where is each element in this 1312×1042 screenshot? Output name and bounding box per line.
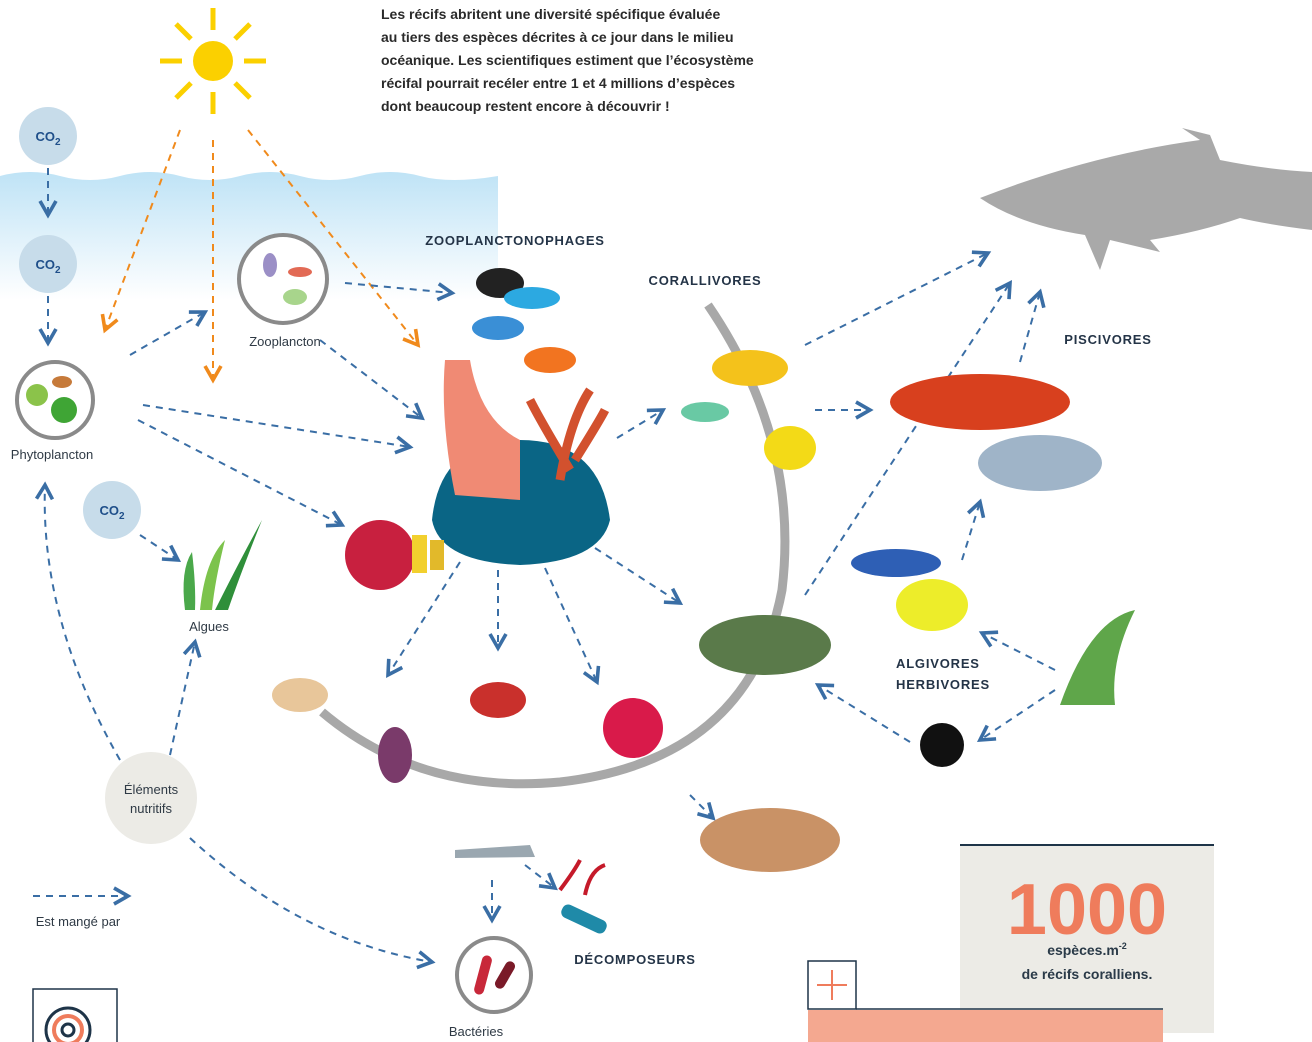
shark [980,128,1312,270]
zooplankton [239,235,327,323]
group-label: PISCIVORES [1064,332,1151,347]
stat-unit: espèces.m-2 [1047,941,1127,958]
co2-bubbles: CO2 CO2 CO2 [19,107,141,539]
bacteria-label: Bactéries [449,1024,504,1039]
group-label: HERBIVORES [896,677,990,692]
algae-label: Algues [189,619,229,634]
coral-reef [345,360,610,590]
target-icon [33,989,117,1042]
co2-base: CO [35,129,55,144]
intro-line: océanique. Les scientifiques estiment qu… [381,52,754,68]
pink-band [808,1010,1163,1042]
co2-base: CO [99,503,119,518]
nutrients-circle [105,752,197,844]
stat-caption: de récifs coralliens. [1022,966,1153,982]
stat-unit-base: espèces.m [1047,942,1119,958]
group-label: ALGIVORES [896,656,980,671]
algae [184,520,262,610]
intro-line: dont beaucoup restent encore à découvrir… [381,98,670,114]
nutrients-label: Éléments [124,782,179,797]
intro-line: au tiers des espèces décrites à ce jour … [381,29,734,45]
group-label: ZOOPLANCTONOPHAGES [425,233,605,248]
co2-sub: 2 [55,265,61,276]
group-label: DÉCOMPOSEURS [574,952,696,967]
sun [160,8,266,114]
reef-food-web: Les récifs abritent une diversité spécif… [0,0,1312,1042]
intro-line: Les récifs abritent une diversité spécif… [381,6,720,22]
co2-base: CO [35,257,55,272]
bacteria [457,938,531,1012]
legend-label: Est mangé par [36,914,121,929]
stat-exponent: -2 [1119,941,1127,951]
zooplankton-label: Zooplancton [249,334,321,349]
intro-text: Les récifs abritent une diversité spécif… [381,6,754,114]
co2-sub: 2 [55,137,61,148]
phytoplankton-label: Phytoplancton [11,447,93,462]
nutrients-label: nutritifs [130,801,172,816]
co2-sub: 2 [119,511,125,522]
phytoplankton [17,362,93,438]
group-label: CORALLIVORES [649,273,762,288]
stat-number: 1000 [1007,870,1167,950]
intro-line: récifal pourrait recéler entre 1 et 4 mi… [381,75,735,91]
